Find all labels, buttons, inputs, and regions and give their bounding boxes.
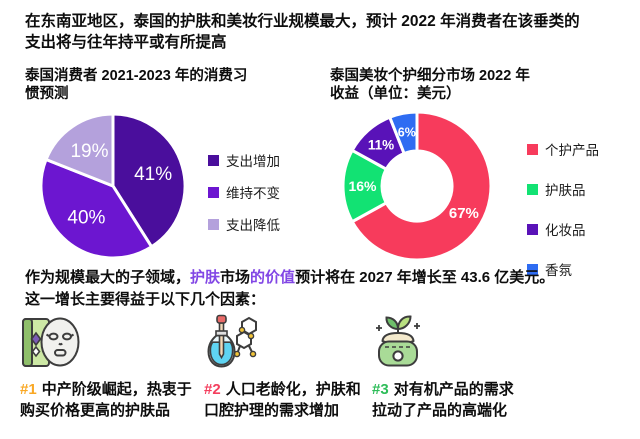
legend-item-cosmetics: 化妆品 [527, 219, 599, 239]
revenue-legend: 个护产品 护肤品 化妆品 香氛 [527, 139, 599, 299]
factor-line: 人口老龄化，护肤和 [225, 381, 361, 398]
slice-label: 6% [398, 126, 416, 140]
legend-label: 支出降低 [226, 218, 280, 233]
factor-3: #3 对有机产品的需求 拉动了产品的高端化 [372, 314, 537, 421]
chart-title-line: 收益（单位：美元） [330, 86, 461, 103]
revenue-donut-chart: 67% 16% 11% 6% [341, 110, 493, 262]
organic-cream-jar-icon [372, 314, 537, 374]
legend-label: 化妆品 [545, 223, 586, 238]
legend-swatch [527, 143, 538, 155]
factor-line: 拉动了产品的高端化 [372, 401, 508, 419]
consumption-chart-title: 泰国消费者 2021-2023 年的消费习 惯预测 [25, 67, 325, 103]
factor-text: #3 对有机产品的需求 拉动了产品的高端化 [372, 380, 537, 421]
legend-item-skincare: 护肤品 [527, 179, 599, 199]
paragraph-text: 预计将在 2027 年增长至 43.6 亿美元。 [295, 269, 555, 286]
page-title-line: 在东南亚地区，泰国的护肤和美妆行业规模最大，预计 2022 年消费者在该垂类的 [25, 13, 580, 30]
chart-title-line: 惯预测 [25, 86, 69, 103]
legend-label: 护肤品 [545, 183, 586, 198]
legend-item-personal-care: 个护产品 [527, 139, 599, 159]
legend-label: 支出增加 [226, 154, 280, 169]
legend-label: 香氛 [545, 263, 572, 278]
legend-swatch [527, 223, 538, 235]
factor-2: #2 人口老龄化，护肤和 口腔护理的需求增加 [204, 314, 376, 421]
slice-个护产品 [350, 110, 493, 262]
paragraph-text: 作为规模最大的子领域， [25, 269, 191, 286]
paragraph-text: 市场 [220, 269, 251, 286]
factor-number: #2 [204, 381, 221, 398]
dropper-molecule-icon [204, 314, 376, 374]
factor-text: #1 中产阶级崛起，热衷于 购买价格更高的护肤品 [20, 380, 212, 421]
legend-item-unchanged: 维持不变 [208, 182, 280, 202]
legend-swatch [208, 218, 219, 230]
slice-label: 19% [70, 141, 108, 162]
factor-text: #2 人口老龄化，护肤和 口腔护理的需求增加 [204, 380, 376, 421]
paragraph-text: 这一增长主要得益于以下几个因素： [25, 290, 266, 308]
slice-label: 67% [449, 205, 479, 222]
page-title-line: 支出将与往年持平或有所提高 [25, 33, 227, 51]
legend-swatch [208, 186, 219, 198]
slice-label: 16% [348, 178, 377, 194]
factor-line: 口腔护理的需求增加 [204, 401, 340, 419]
revenue-chart-title: 泰国美妆个护细分市场 2022 年 收益（单位：美元） [330, 67, 580, 103]
legend-swatch [527, 263, 538, 275]
factor-number: #1 [20, 381, 37, 398]
slice-维持不变 [39, 158, 154, 260]
legend-item-fragrance: 香氛 [527, 259, 599, 279]
factor-1: #1 中产阶级崛起，热衷于 购买价格更高的护肤品 [20, 314, 212, 421]
legend-swatch [208, 154, 219, 166]
legend-label: 维持不变 [226, 186, 280, 201]
legend-item-increase: 支出增加 [208, 150, 280, 170]
slice-香氛 [388, 110, 419, 155]
legend-item-decrease: 支出降低 [208, 214, 280, 234]
chart-title-line: 泰国美妆个护细分市场 2022 年 [330, 68, 530, 84]
factor-line: 购买价格更高的护肤品 [20, 401, 171, 419]
legend-label: 个护产品 [545, 143, 599, 158]
consumption-legend: 支出增加 维持不变 支出降低 [208, 150, 280, 246]
factor-line: 中产阶级崛起，热衷于 [41, 381, 192, 398]
chart-title-line: 泰国消费者 2021-2023 年的消费习 [25, 68, 248, 84]
factor-number: #3 [372, 381, 389, 398]
slice-支出降低 [44, 112, 115, 188]
slice-label: 11% [368, 138, 394, 153]
body-paragraph: 作为规模最大的子领域，护肤市场的价值预计将在 2027 年增长至 43.6 亿美… [25, 267, 633, 311]
factor-line: 对有机产品的需求 [393, 381, 514, 398]
sheet-mask-icon [20, 314, 212, 374]
slice-label: 41% [134, 164, 172, 185]
highlight-text: 的价值 [250, 269, 296, 286]
slice-label: 40% [67, 208, 105, 229]
legend-swatch [527, 183, 538, 195]
highlight-text: 护肤 [190, 269, 221, 286]
consumption-pie-chart: 41% 40% 19% [39, 112, 187, 260]
page-title: 在东南亚地区，泰国的护肤和美妆行业规模最大，预计 2022 年消费者在该垂类的 … [25, 12, 625, 54]
